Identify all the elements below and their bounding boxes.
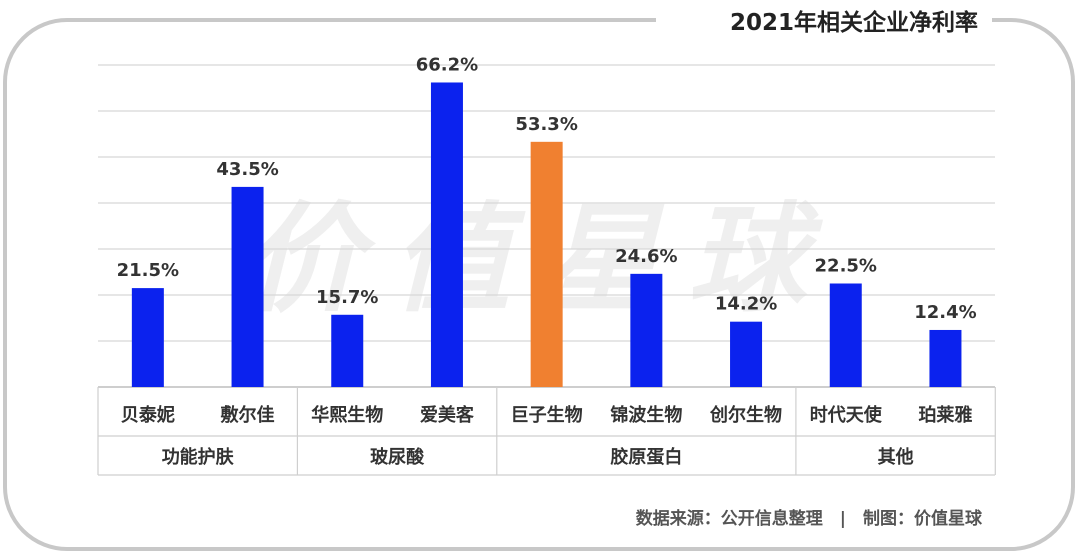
- category-label: 华熙生物: [311, 404, 383, 426]
- bars: [131, 82, 962, 387]
- group-label: 玻尿酸: [370, 446, 425, 468]
- chart-frame: [3, 18, 1075, 551]
- value-labels: 21.5% 43.5% 15.7% 66.2% 53.3% 24.6% 14.2% 22.5%…: [117, 54, 977, 322]
- category-label: 锦波生物: [610, 404, 682, 426]
- category-label: 创尔生物: [709, 404, 782, 426]
- value-label: 12.4%: [914, 302, 976, 323]
- bar-3: [331, 314, 364, 387]
- watermark: 价值星球: [244, 190, 836, 328]
- bar-5: [530, 141, 563, 387]
- category-label: 珀莱雅: [918, 404, 972, 426]
- bar-9: [929, 329, 962, 387]
- bar-6: [630, 273, 663, 387]
- value-label: 22.5%: [815, 256, 877, 277]
- group-label: 其他: [878, 446, 914, 468]
- bar-2: [231, 186, 264, 387]
- value-label: 24.6%: [615, 246, 677, 267]
- category-label: 敷尔佳: [221, 404, 275, 426]
- group-label: 胶原蛋白: [610, 446, 682, 468]
- chart-title: 2021年相关企业净利率: [730, 9, 978, 36]
- title-background: [656, 0, 992, 42]
- value-label: 15.7%: [316, 287, 378, 308]
- source-footer: 数据来源：公开信息整理 | 制图：价值星球: [636, 508, 983, 529]
- value-label: 66.2%: [416, 54, 478, 75]
- bar-7: [730, 321, 763, 387]
- group-label: 功能护肤: [162, 446, 235, 468]
- category-label: 时代天使: [810, 405, 883, 426]
- category-label: 巨子生物: [511, 404, 583, 426]
- bar-4: [430, 82, 463, 387]
- category-label: 贝泰妮: [121, 404, 175, 426]
- value-label: 43.5%: [216, 159, 278, 180]
- bar-8: [829, 283, 862, 387]
- value-label: 53.3%: [515, 114, 577, 135]
- value-label: 14.2%: [715, 294, 777, 315]
- category-label: 爱美客: [420, 404, 475, 426]
- value-label: 21.5%: [117, 260, 179, 281]
- bar-1: [131, 288, 164, 387]
